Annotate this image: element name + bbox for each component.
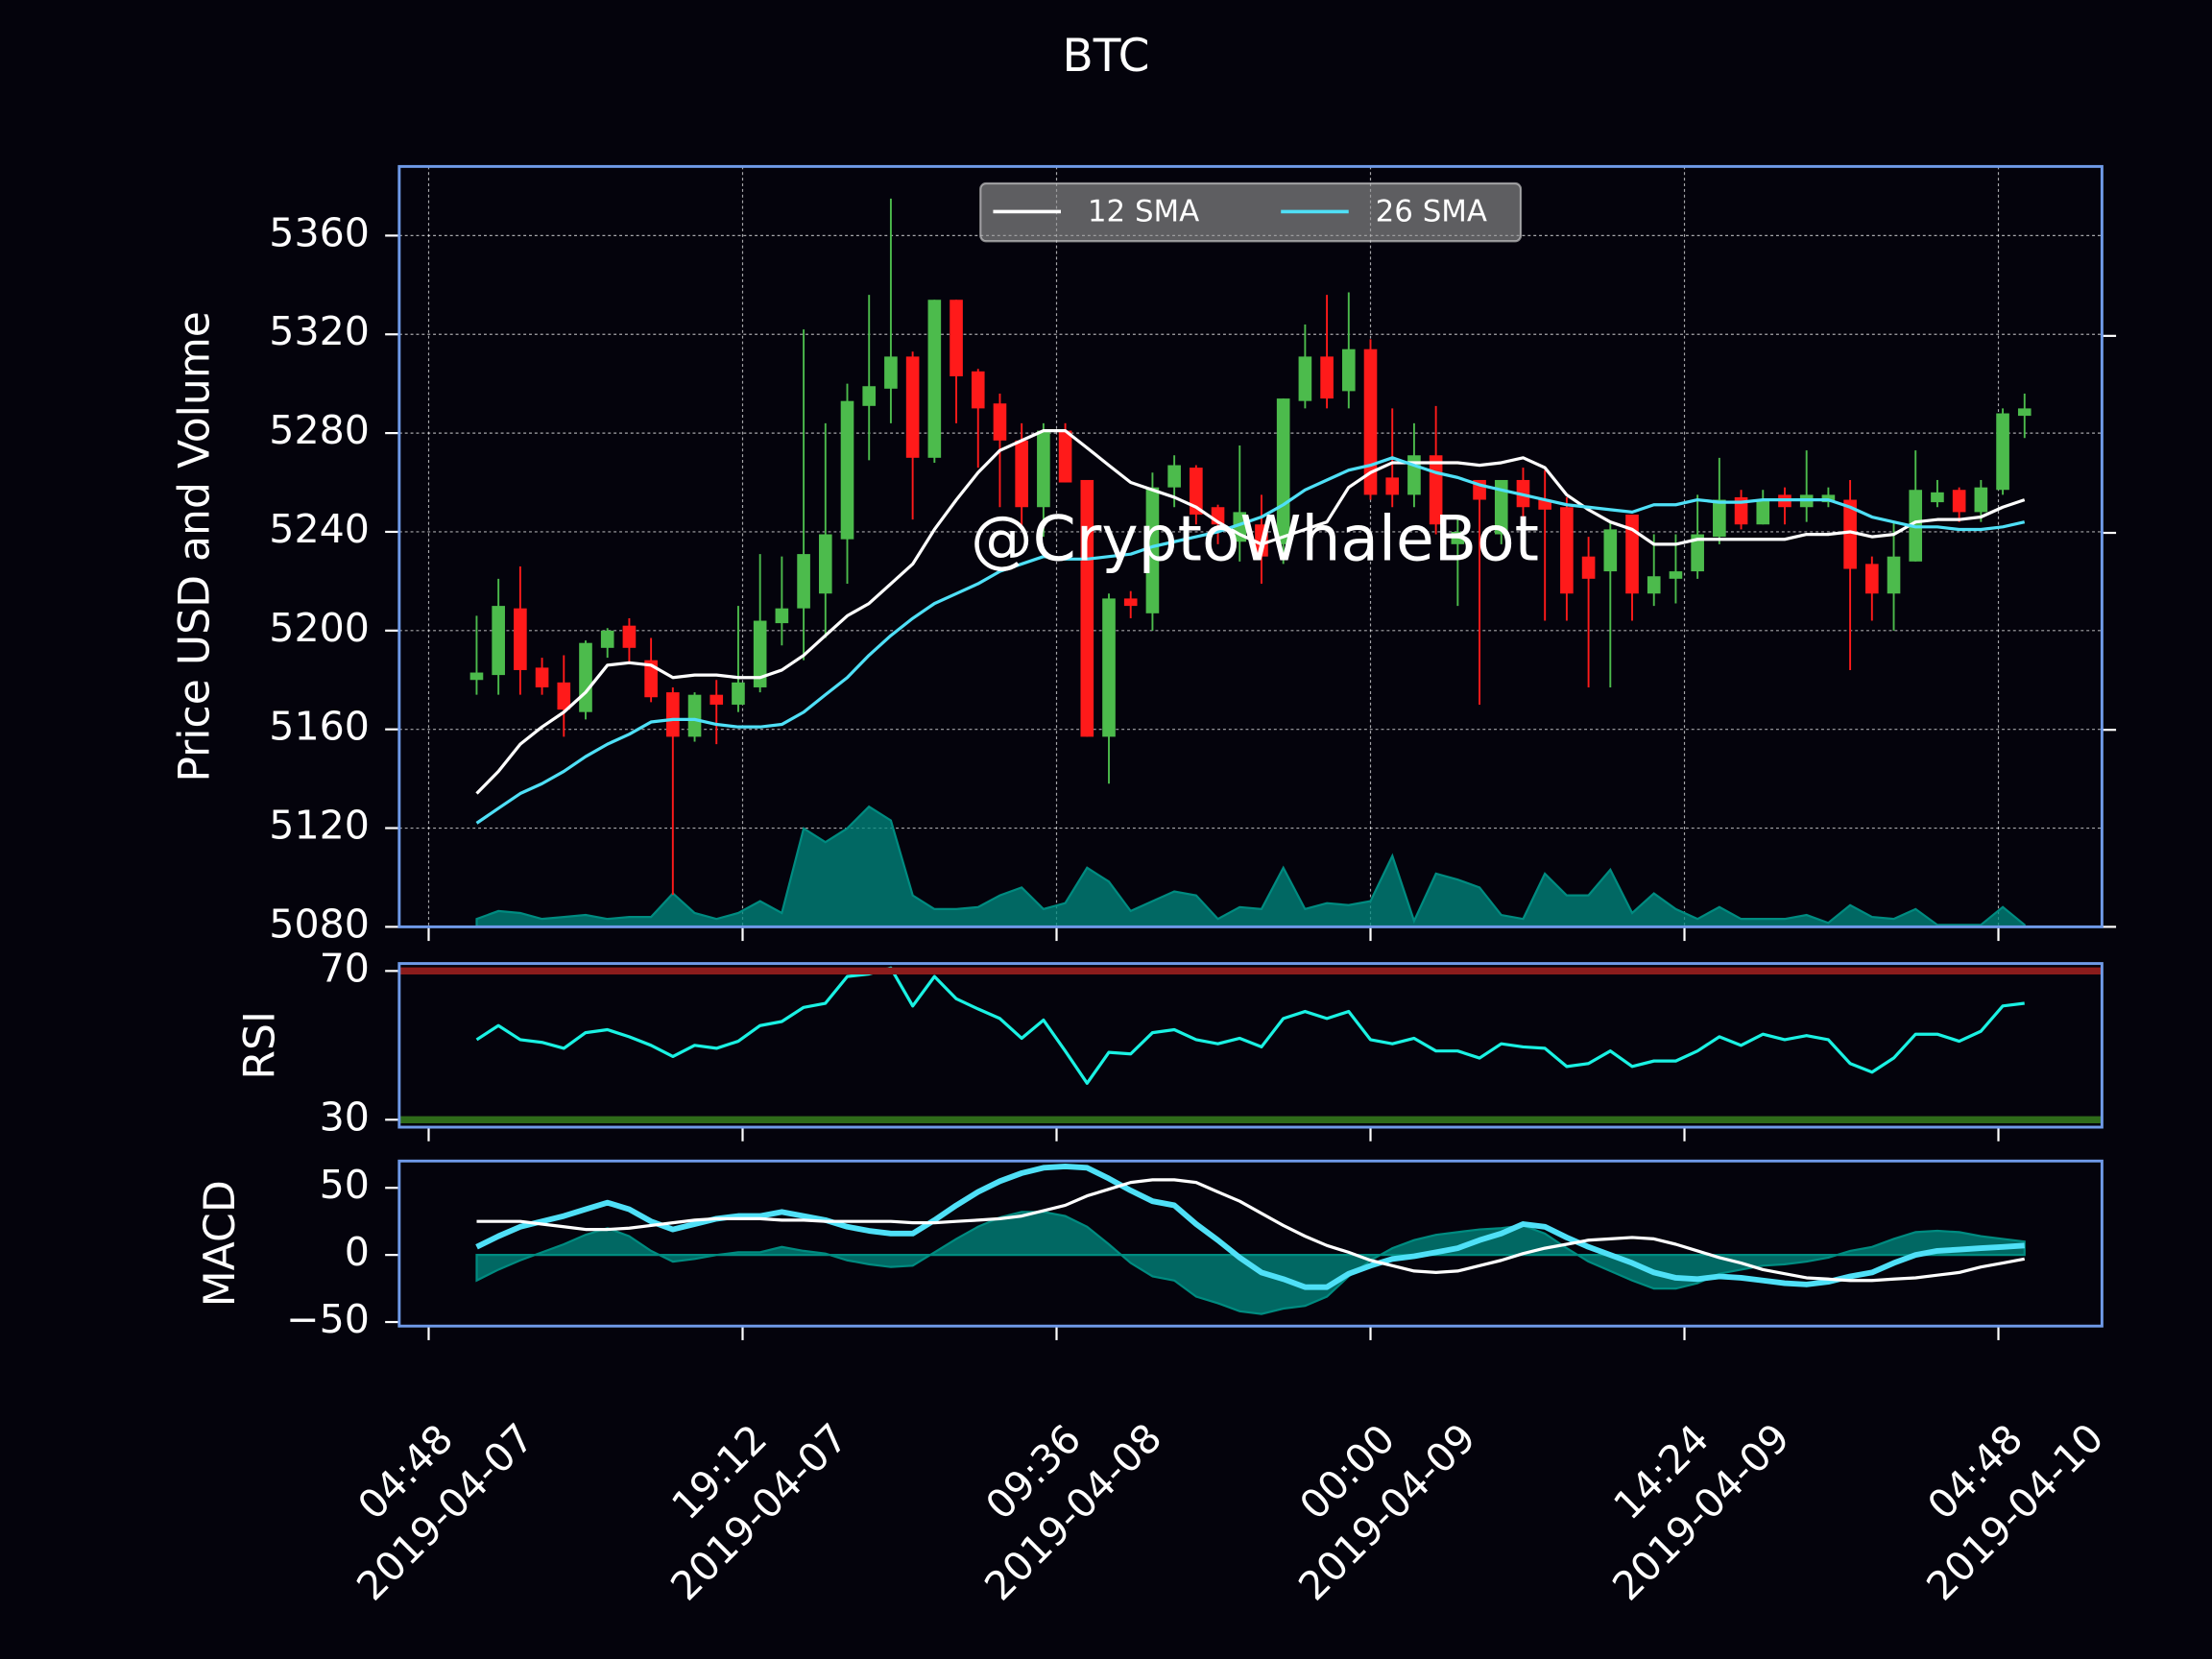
y-tick-label: 5200 [269, 605, 370, 651]
candle-body [1255, 524, 1268, 557]
y-tick-label: 30 [320, 1094, 370, 1140]
candle-body [905, 356, 920, 458]
candle-body [1145, 487, 1160, 613]
y-axis-label: MACD [196, 1180, 245, 1307]
candle-body [1102, 598, 1116, 737]
candle-body [732, 682, 745, 705]
plot-area [398, 166, 2103, 927]
y-tick-label: 5240 [269, 506, 370, 552]
candle-body [1974, 487, 1988, 513]
y-tick-label: 5080 [269, 901, 370, 947]
y-axis-label: Price USD and Volume [171, 311, 220, 782]
candle-body [1756, 499, 1770, 525]
plot-area [475, 1163, 2026, 1315]
line [475, 456, 2026, 825]
candle-body [1385, 477, 1400, 495]
candle-body [1190, 468, 1203, 515]
y-tick-label: 50 [320, 1162, 370, 1208]
line [475, 1163, 2025, 1290]
candle-body [971, 371, 985, 409]
area [475, 805, 2026, 927]
candle-body [1494, 479, 1508, 535]
y-tick-label: 5320 [269, 308, 370, 354]
candle-body [1320, 356, 1334, 399]
candle-body [1123, 598, 1138, 607]
candle-body [492, 606, 505, 676]
candle-body [1691, 534, 1704, 572]
y-tick-label: 5120 [269, 803, 370, 849]
candle-body [1996, 413, 2009, 491]
candle-body [1625, 514, 1639, 594]
candle-body [1952, 490, 1966, 513]
candle-body [993, 403, 1007, 441]
candle-body [1080, 479, 1094, 737]
y-tick-label: 5360 [269, 209, 370, 255]
candle-body [2017, 408, 2032, 417]
plot-area [475, 966, 2025, 1085]
candle-body [1647, 576, 1661, 594]
candle-body [1581, 556, 1596, 579]
candle-body [1734, 496, 1748, 525]
axes-frame [397, 164, 2104, 928]
candle-body [1843, 499, 1857, 569]
candle-body [1015, 440, 1028, 508]
candle-body [1451, 531, 1465, 544]
candle-body [1363, 349, 1378, 495]
candle-body [1037, 430, 1050, 508]
candle-body [775, 608, 789, 624]
candle-body [753, 620, 767, 687]
candle-body [1058, 430, 1072, 483]
watermark: @CryptoWhaleBot [971, 503, 1539, 575]
candle-body [514, 608, 527, 670]
candle-body [818, 534, 832, 594]
candle-body [469, 672, 484, 681]
candle-body [1560, 507, 1574, 594]
candle-body [600, 630, 614, 648]
y-tick-label: 70 [320, 945, 370, 991]
y-tick-label: 0 [345, 1229, 370, 1275]
candle-body [1669, 571, 1683, 579]
axes-frame [397, 1159, 2104, 1328]
candle-body [1887, 556, 1901, 594]
candle-body [1298, 356, 1312, 401]
line [475, 428, 2026, 795]
candle-body [950, 300, 963, 376]
candle-body [666, 692, 680, 737]
candle-body [687, 694, 702, 737]
y-axis-label: RSI [235, 1011, 284, 1080]
candle-body [535, 667, 549, 687]
chart-title: BTC [1062, 30, 1149, 83]
candle-body [1603, 529, 1618, 572]
legend-label: 26 SMA [1376, 194, 1487, 228]
candle-body [1864, 564, 1879, 594]
y-tick-label: −50 [286, 1296, 370, 1342]
candle-body [1931, 492, 1944, 503]
y-tick-label: 5280 [269, 407, 370, 453]
candle-body [1167, 465, 1181, 488]
candle-body [884, 356, 898, 389]
axes-frame [397, 962, 2104, 1129]
candle-body [1713, 499, 1726, 538]
candle-body [579, 642, 592, 712]
candle-body [840, 400, 854, 540]
candle-body [862, 386, 877, 406]
candle-body [1341, 349, 1356, 392]
candle-body [1538, 499, 1551, 510]
candle-body [797, 554, 810, 609]
line [475, 966, 2025, 1085]
legend-box [979, 181, 1523, 243]
candle-body [644, 660, 658, 698]
candle-body [622, 625, 637, 648]
legend-label: 12 SMA [1088, 194, 1199, 228]
candle-body [709, 694, 724, 705]
candle-body [557, 682, 571, 710]
candle-body [927, 300, 942, 458]
line [476, 1178, 2026, 1283]
y-tick-label: 5160 [269, 704, 370, 750]
